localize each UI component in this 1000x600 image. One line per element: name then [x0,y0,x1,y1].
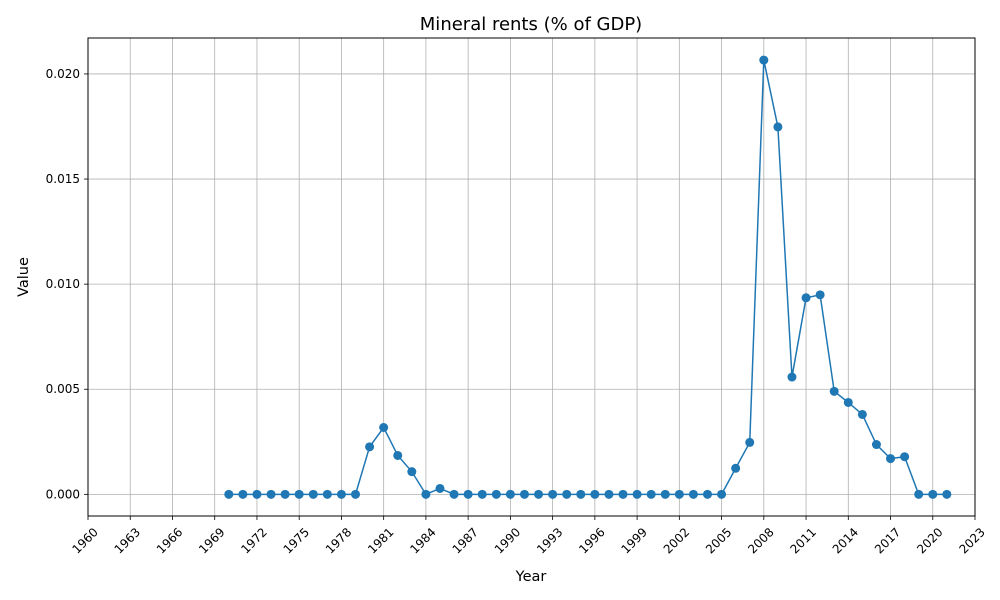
x-tick-label: 1975 [281,525,312,556]
x-tick-label: 1969 [196,525,227,556]
data-point [914,489,924,499]
x-tick-label: 1987 [450,525,481,556]
series-mineral-rents [224,55,952,499]
x-tick-label: 2017 [872,525,903,556]
data-point [379,423,389,433]
x-tick-label: 1996 [576,525,607,556]
y-tick-label: 0.005 [46,382,80,396]
data-point [294,489,304,499]
data-point [491,489,501,499]
data-point [548,489,558,499]
data-point [717,489,727,499]
x-tick-label: 2023 [956,525,987,556]
series-line [228,59,947,496]
x-tick-label: 1993 [534,525,565,556]
data-point [632,489,642,499]
y-tick-label: 0.020 [46,67,80,81]
axis-ticks: 1960 1963 1966 1969 1972 1975 1978 1981 1984 1987… [46,67,988,557]
x-tick-label: 1972 [238,525,269,556]
y-tick-label: 0.000 [46,487,80,501]
x-tick-label: 1978 [323,525,354,556]
data-point [576,489,586,499]
x-tick-label: 1963 [112,525,143,556]
y-axis-label: Value [16,257,32,297]
y-tick-label: 0.010 [46,277,80,291]
data-point [322,489,332,499]
data-point [421,489,431,499]
x-tick-label: 2014 [830,525,861,556]
grid [87,38,976,516]
data-point [280,489,290,499]
x-tick-label: 2011 [787,525,818,556]
data-point [660,489,670,499]
data-point [942,489,952,499]
x-tick-label: 1981 [365,525,396,556]
data-point [773,122,783,132]
data-point [463,489,473,499]
data-point [731,463,741,473]
x-tick-label: 1984 [407,525,438,556]
x-tick-label: 2002 [661,525,692,556]
data-point [407,467,417,477]
x-tick-label: 1990 [492,525,523,556]
x-tick-label: 2020 [914,525,945,556]
data-point [604,489,614,499]
x-axis-label: Year [515,569,547,585]
data-point [829,386,839,396]
data-point [336,489,346,499]
data-point [688,489,698,499]
data-point [266,489,276,499]
plot-area-frame [87,37,976,517]
x-tick-label: 1999 [619,525,650,556]
data-point [857,409,867,419]
data-point [900,452,910,462]
data-point [519,489,529,499]
data-point [393,450,403,460]
data-point [351,489,361,499]
data-point [646,489,656,499]
data-point [871,440,881,450]
data-point [252,489,262,499]
data-point [308,489,318,499]
data-point [238,489,248,499]
x-tick-label: 2005 [703,525,734,556]
data-point [477,489,487,499]
data-point [505,489,515,499]
data-point [702,489,712,499]
x-tick-label: 2008 [745,525,776,556]
data-point [590,489,600,499]
data-point [886,454,896,464]
chart-title: Mineral rents (% of GDP) [420,14,642,35]
y-tick-label: 0.015 [46,172,80,186]
x-tick-label: 1960 [69,525,100,556]
data-point [787,372,797,382]
data-point [815,290,825,300]
data-point [759,55,769,65]
data-point [674,489,684,499]
data-point [534,489,544,499]
data-point [365,442,375,452]
data-point [618,489,628,499]
data-point [801,293,811,303]
data-point [562,489,572,499]
data-point [928,489,938,499]
data-point [435,483,445,493]
data-point [843,397,853,407]
x-tick-label: 1966 [154,525,185,556]
data-point [745,437,755,447]
data-point [224,489,234,499]
data-point [449,489,459,499]
